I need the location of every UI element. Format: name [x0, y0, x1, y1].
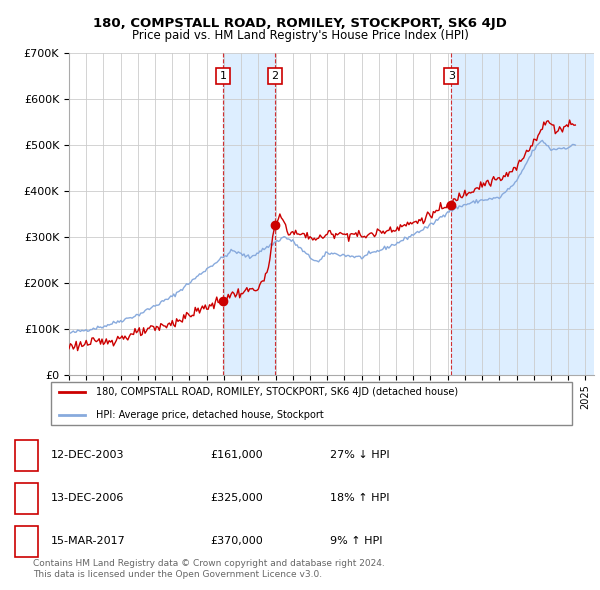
Text: 9% ↑ HPI: 9% ↑ HPI: [330, 536, 383, 546]
Text: 18% ↑ HPI: 18% ↑ HPI: [330, 493, 389, 503]
Text: 3: 3: [23, 536, 30, 546]
Text: £370,000: £370,000: [210, 536, 263, 546]
FancyBboxPatch shape: [50, 382, 572, 425]
Text: 2: 2: [23, 493, 30, 503]
Text: 13-DEC-2006: 13-DEC-2006: [51, 493, 124, 503]
Text: 15-MAR-2017: 15-MAR-2017: [51, 536, 126, 546]
Bar: [223, 53, 275, 375]
Text: 180, COMPSTALL ROAD, ROMILEY, STOCKPORT, SK6 4JD (detached house): 180, COMPSTALL ROAD, ROMILEY, STOCKPORT,…: [95, 388, 458, 398]
Text: £161,000: £161,000: [210, 450, 263, 460]
Text: 3: 3: [448, 71, 455, 81]
Text: Price paid vs. HM Land Registry's House Price Index (HPI): Price paid vs. HM Land Registry's House …: [131, 29, 469, 42]
Text: 1: 1: [220, 71, 227, 81]
Text: 1: 1: [23, 450, 30, 460]
Text: Contains HM Land Registry data © Crown copyright and database right 2024.
This d: Contains HM Land Registry data © Crown c…: [33, 559, 385, 579]
Text: £325,000: £325,000: [210, 493, 263, 503]
Text: 27% ↓ HPI: 27% ↓ HPI: [330, 450, 389, 460]
Text: 2: 2: [271, 71, 278, 81]
Text: 12-DEC-2003: 12-DEC-2003: [51, 450, 125, 460]
Bar: [451, 53, 594, 375]
Text: HPI: Average price, detached house, Stockport: HPI: Average price, detached house, Stoc…: [95, 409, 323, 419]
Text: 180, COMPSTALL ROAD, ROMILEY, STOCKPORT, SK6 4JD: 180, COMPSTALL ROAD, ROMILEY, STOCKPORT,…: [93, 17, 507, 30]
